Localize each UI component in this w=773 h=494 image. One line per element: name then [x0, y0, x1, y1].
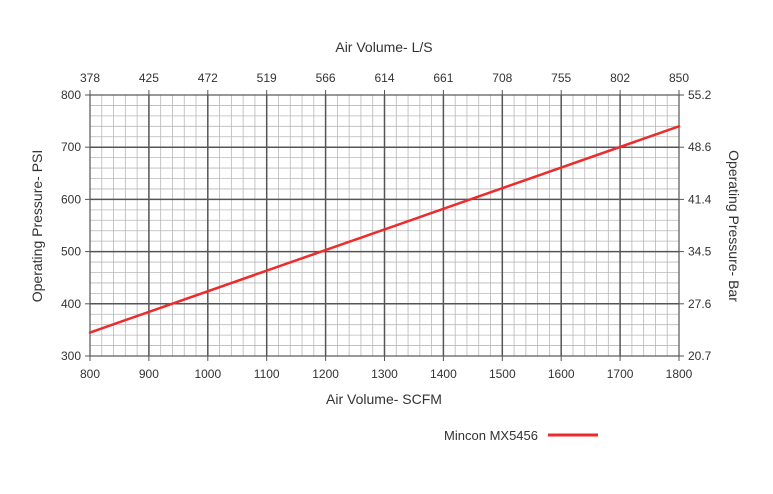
right-tick-label: 34.5: [688, 245, 712, 259]
right-tick-label: 41.4: [688, 192, 712, 206]
bottom-axis-title: Air Volume- SCFM: [326, 391, 442, 407]
bottom-tick-label: 1700: [607, 367, 634, 381]
top-axis-title: Air Volume- L/S: [335, 39, 432, 55]
bottom-tick-label: 1000: [194, 367, 221, 381]
top-tick-label: 802: [610, 71, 630, 85]
bottom-tick-label: 1500: [489, 367, 516, 381]
top-tick-label: 566: [316, 71, 336, 85]
top-tick-label: 755: [551, 71, 571, 85]
bottom-tick-label: 800: [80, 367, 100, 381]
right-tick-label: 27.6: [688, 297, 712, 311]
right-axis-title: Operating Pressure- Bar: [726, 150, 742, 302]
top-tick-label: 472: [198, 71, 218, 85]
bottom-tick-label: 900: [139, 367, 159, 381]
bottom-axis-ticks: 800 900 1000 1100 1200 1300 1400 1500 1600 1700 18…: [80, 356, 693, 381]
left-axis-ticks: 300 400 500 600 700 800: [61, 88, 90, 363]
top-tick-label: 661: [433, 71, 453, 85]
right-axis-ticks: 20.7 27.6 34.5 41.4 48.6 55.2: [679, 88, 712, 363]
bottom-tick-label: 1800: [666, 367, 693, 381]
top-axis-ticks: 378 425 472 519 566 614 661 708 755 802 850: [80, 71, 689, 95]
left-tick-label: 600: [61, 192, 81, 206]
series-layer: [88, 125, 681, 334]
top-tick-label: 378: [80, 71, 100, 85]
top-tick-label: 519: [257, 71, 277, 85]
top-tick-label: 614: [374, 71, 394, 85]
legend-label: Mincon MX5456: [444, 428, 538, 443]
major-gridlines: [90, 95, 679, 356]
bottom-tick-label: 1600: [548, 367, 575, 381]
top-tick-label: 708: [492, 71, 512, 85]
right-tick-label: 48.6: [688, 140, 712, 154]
right-tick-label: 55.2: [688, 88, 712, 102]
top-tick-label: 425: [139, 71, 159, 85]
bottom-tick-label: 1100: [254, 367, 280, 381]
right-tick-label: 20.7: [688, 349, 712, 363]
top-tick-label: 850: [669, 71, 689, 85]
bottom-tick-label: 1300: [371, 367, 398, 381]
series-line: [88, 125, 681, 334]
left-tick-label: 300: [61, 349, 81, 363]
left-tick-label: 500: [61, 245, 81, 259]
left-tick-label: 800: [61, 88, 81, 102]
left-axis-title: Operating Pressure- PSI: [29, 150, 45, 303]
legend: Mincon MX5456: [444, 428, 598, 443]
left-tick-label: 400: [61, 297, 81, 311]
bottom-tick-label: 1400: [430, 367, 457, 381]
bottom-tick-label: 1200: [312, 367, 339, 381]
left-tick-label: 700: [61, 140, 81, 154]
